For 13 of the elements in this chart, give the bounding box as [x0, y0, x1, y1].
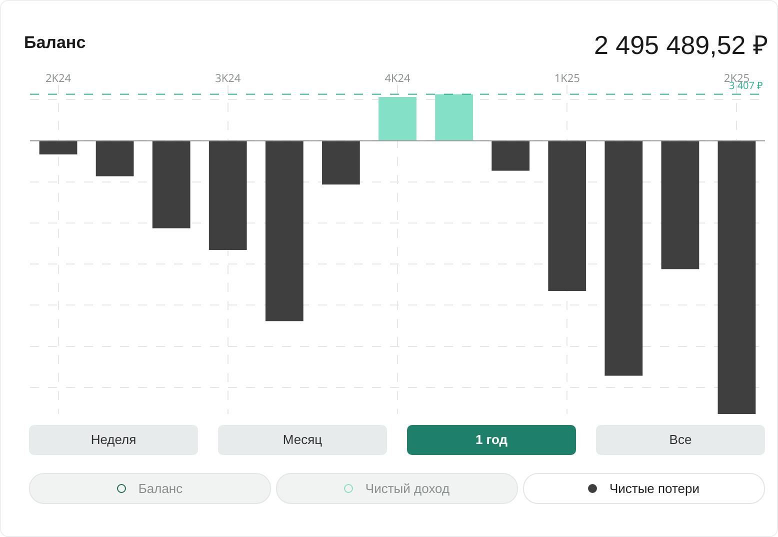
text: Все — [596, 425, 765, 455]
text: 2 495 489,52 ₽ — [594, 29, 768, 62]
text: 1 год — [407, 425, 576, 455]
text: Неделя — [29, 425, 198, 455]
x-tick-label: 1K25 — [554, 70, 580, 86]
legend-label: Чистые потери — [609, 481, 700, 496]
text: Месяц — [218, 425, 387, 455]
legend-label: Чистый доход — [365, 481, 450, 496]
x-tick-label: 2K24 — [45, 70, 72, 86]
x-tick-label: 3K24 — [215, 70, 242, 86]
chart-title: Баланс — [24, 33, 86, 53]
x-tick-label: 4K24 — [384, 70, 412, 86]
legend-label: Баланс — [138, 481, 183, 496]
